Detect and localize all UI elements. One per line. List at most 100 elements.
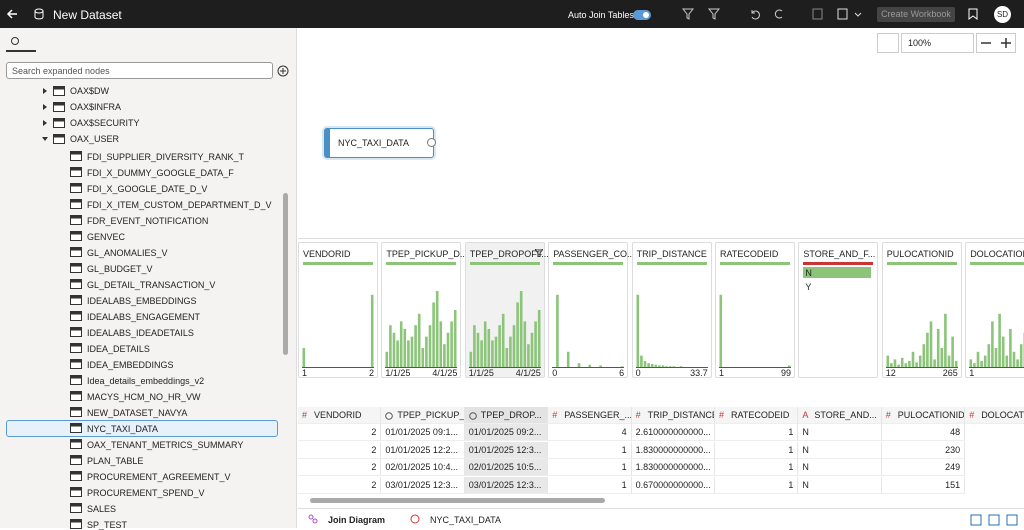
table-node[interactable]: Idea_details_embeddings_v2 (87, 376, 204, 386)
fit-button[interactable] (877, 33, 899, 53)
add-button[interactable] (277, 65, 289, 77)
column-header[interactable]: TPEP_DROP... (465, 407, 548, 424)
source-tab[interactable] (10, 36, 20, 46)
grid-cell: 4 (548, 424, 631, 441)
schema-node[interactable]: OAX$SECURITY (70, 118, 140, 128)
grid-cell: 03/01/2025 12:3... (465, 477, 548, 494)
table-node[interactable]: PLAN_TABLE (87, 456, 143, 466)
min-label: 0 (552, 368, 557, 378)
table-node[interactable]: GL_ANOMALIES_V (87, 248, 168, 258)
table-node[interactable]: IDEALABS_ENGAGEMENT (87, 312, 200, 322)
histogram-bar (665, 366, 668, 367)
histogram-bar (643, 361, 646, 367)
top-bar: New Dataset Auto Join Tables Create Work… (0, 0, 1024, 28)
histogram-bar (371, 295, 374, 367)
histogram-bar (650, 364, 653, 367)
table-node[interactable]: GENVEC (87, 232, 125, 242)
grid-cell: 03/01/2025 12:3... (381, 477, 464, 494)
table-node[interactable]: IDEALABS_IDEADETAILS (87, 328, 194, 338)
schema-node[interactable]: OAX$DW (70, 86, 109, 96)
search-box[interactable]: Search expanded nodes (6, 62, 273, 79)
table-node[interactable]: FDI_X_GOOGLE_DATE_D_V (87, 184, 207, 194)
dataset-node[interactable]: NYC_TAXI_DATA (324, 128, 434, 158)
min-label: 1 (969, 368, 974, 378)
table-node[interactable]: PROCUREMENT_SPEND_V (87, 488, 205, 498)
table-node[interactable]: IDEA_DETAILS (87, 344, 150, 354)
histogram-bar (476, 333, 479, 367)
column-header[interactable]: #VENDORID (298, 407, 381, 424)
histogram-bar (407, 340, 410, 367)
table-icon (70, 439, 82, 449)
column-header[interactable]: #PULOCATIONID (882, 407, 965, 424)
table-node[interactable]: NEW_DATASET_NAVYA (87, 408, 187, 418)
histogram-bar (498, 325, 501, 367)
column-name: STORE_AND_F... (803, 249, 875, 259)
column-header[interactable]: TPEP_PICKUP_... (381, 407, 464, 424)
table-icon (70, 471, 82, 481)
max-label: 6 (619, 368, 624, 378)
column-header[interactable]: #PASSENGER_... (548, 407, 631, 424)
tab-join-diagram[interactable]: Join Diagram (328, 515, 385, 525)
icon-head (71, 232, 82, 235)
profile-card[interactable]: DOLOCATION...1 (965, 242, 1024, 378)
scrollbar[interactable] (283, 193, 288, 355)
column-header[interactable]: #RATECODEID (715, 407, 798, 424)
table-node[interactable]: FDI_X_DUMMY_GOOGLE_DATA_F (87, 168, 234, 178)
table-node[interactable]: SP_TEST (87, 520, 127, 530)
column-header[interactable]: #TRIP_DISTANCE (632, 407, 715, 424)
table-node[interactable]: SALES (87, 504, 116, 514)
back-button[interactable] (6, 8, 18, 20)
bookmark-icon[interactable] (968, 8, 978, 20)
histogram-bar (911, 352, 914, 367)
grid-cell: 2 (298, 424, 381, 441)
column-title: PASSENGER_... (564, 407, 631, 424)
column-header[interactable]: #DOLOCATION (965, 407, 1024, 424)
grid-cell: 1 (548, 459, 631, 476)
table-node[interactable]: OAX_TENANT_METRICS_SUMMARY (87, 440, 243, 450)
auto-join-toggle[interactable] (633, 10, 651, 20)
schema-node[interactable]: OAX$INFRA (70, 102, 121, 112)
table-node[interactable]: IDEALABS_EMBEDDINGS (87, 296, 197, 306)
table-node[interactable]: GL_BUDGET_V (87, 264, 153, 274)
icon-head (71, 264, 82, 267)
zoom-buttons[interactable] (976, 33, 1016, 53)
toolbar-icons[interactable] (682, 8, 812, 20)
grid-scrollbar[interactable] (310, 498, 605, 503)
tab-table[interactable]: NYC_TAXI_DATA (430, 515, 501, 525)
histogram-bar (502, 314, 505, 367)
table-node[interactable]: FDI_X_ITEM_CUSTOM_DEPARTMENT_D_V (87, 200, 272, 210)
histogram-bar (411, 337, 414, 367)
table-node[interactable]: GL_DETAIL_TRANSACTION_V (87, 280, 215, 290)
quality-bar (470, 262, 540, 265)
table-node[interactable]: FDI_SUPPLIER_DIVERSITY_RANK_T (87, 152, 244, 162)
histogram (719, 290, 791, 368)
histogram-bar (679, 366, 682, 367)
icon-head (71, 440, 82, 443)
table-node[interactable]: IDEA_EMBEDDINGS (87, 360, 174, 370)
column-name: PASSENGER_CO... (553, 249, 634, 259)
table-node[interactable]: FDR_EVENT_NOTIFICATION (87, 216, 208, 226)
create-workbook-button[interactable]: Create Workbook (877, 7, 955, 22)
node-port[interactable] (427, 138, 436, 147)
histogram-bar (451, 321, 454, 367)
avatar[interactable]: SD (994, 6, 1011, 23)
histogram-bar (393, 333, 396, 367)
table-node[interactable]: PROCUREMENT_AGREEMENT_V (87, 472, 231, 482)
table-node[interactable]: MACYS_HCM_NO_HR_VW (87, 392, 201, 402)
layout-icons[interactable] (970, 514, 1020, 526)
save-icons[interactable] (812, 8, 862, 20)
histogram-bar (886, 356, 889, 367)
zoom-select[interactable]: 100% (901, 33, 974, 53)
table-node[interactable]: NYC_TAXI_DATA (87, 424, 158, 434)
schema-node[interactable]: OAX_USER (70, 134, 119, 144)
